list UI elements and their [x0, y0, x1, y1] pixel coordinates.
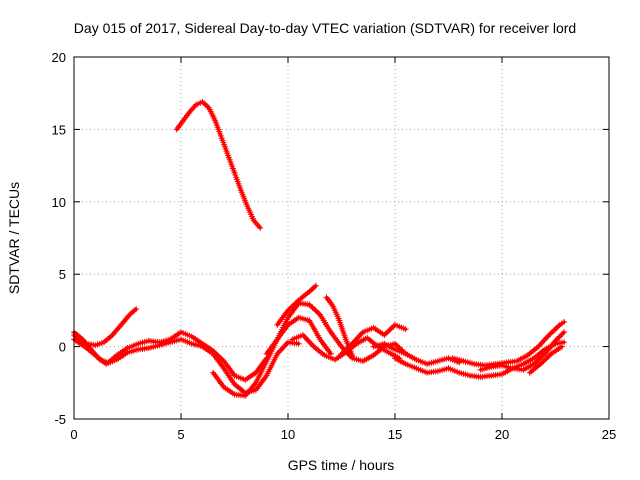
series-arc-15 — [477, 329, 568, 373]
series-markers — [370, 340, 463, 367]
x-tick-label: 20 — [495, 427, 509, 442]
series-arc-16 — [526, 343, 565, 376]
series-arc-7 — [274, 282, 319, 328]
tick-labels: 0 5 10 15 20 25 -5 0 5 10 15 20 — [52, 50, 617, 442]
series-markers — [526, 343, 565, 376]
data-layer — [71, 98, 568, 399]
series-markers — [274, 282, 319, 328]
series-markers — [338, 321, 409, 357]
series-arc-11 — [370, 340, 463, 367]
series-arc-12 — [392, 355, 452, 376]
series-arc-9 — [323, 294, 356, 359]
y-tick-label: -5 — [54, 412, 66, 427]
chart-title: Day 015 of 2017, Sidereal Day-to-day VTE… — [74, 20, 576, 36]
grid — [74, 57, 609, 419]
x-tick-label: 5 — [177, 427, 184, 442]
series-markers — [392, 355, 452, 376]
x-tick-label: 0 — [70, 427, 77, 442]
y-tick-label: 15 — [52, 122, 66, 137]
y-tick-label: 0 — [59, 340, 66, 355]
y-tick-label: 20 — [52, 50, 66, 65]
x-axis-label: GPS time / hours — [288, 457, 395, 473]
series-markers — [173, 98, 264, 231]
y-axis-label: SDTVAR / TECUs — [6, 182, 22, 294]
plot-frame — [73, 56, 610, 420]
series-markers — [477, 329, 568, 373]
x-tick-label: 10 — [281, 427, 295, 442]
x-tick-label: 15 — [388, 427, 402, 442]
x-tick-label: 25 — [602, 427, 616, 442]
ticks — [73, 56, 610, 420]
series-arc-4 — [173, 98, 264, 231]
series-markers — [323, 294, 356, 359]
series-arc-10 — [338, 321, 409, 357]
y-tick-label: 10 — [52, 195, 66, 210]
y-tick-label: 5 — [59, 267, 66, 282]
